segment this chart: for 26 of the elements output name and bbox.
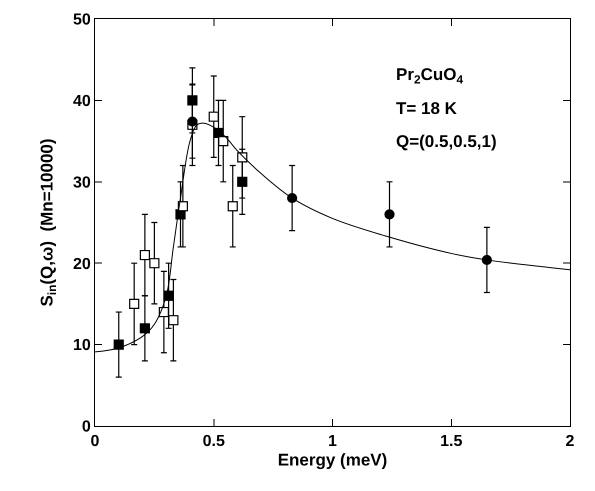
x-axis-title: Energy (meV): [278, 450, 388, 470]
y-tick-label: 40: [73, 93, 91, 110]
y-tick-label: 50: [73, 12, 91, 29]
point: [149, 258, 160, 268]
point: [129, 298, 140, 309]
annotation: Pr$_{2}$CuO$_{4}$: [396, 65, 464, 87]
point: [114, 340, 124, 350]
x-tick-label: 0.5: [202, 433, 225, 450]
point: [218, 136, 228, 146]
y-tick-label: 10: [73, 337, 91, 354]
point: [228, 201, 238, 212]
annotation: T= 18 K: [396, 99, 458, 118]
point: [208, 112, 219, 122]
y-tick-label: 20: [73, 256, 91, 273]
y-tick-label: 0: [82, 418, 91, 436]
y-tick-label: 30: [73, 174, 91, 192]
point: [168, 315, 178, 326]
x-tick-label: 2: [566, 433, 575, 450]
annotation: Q=(0.5,0.5,1): [396, 132, 497, 151]
point: [140, 250, 150, 260]
point: [140, 323, 150, 334]
point: [237, 176, 248, 187]
point: [187, 116, 198, 127]
x-tick-label: 1: [328, 433, 338, 450]
point: [384, 209, 395, 220]
x-tick-label: 1.5: [440, 433, 462, 450]
